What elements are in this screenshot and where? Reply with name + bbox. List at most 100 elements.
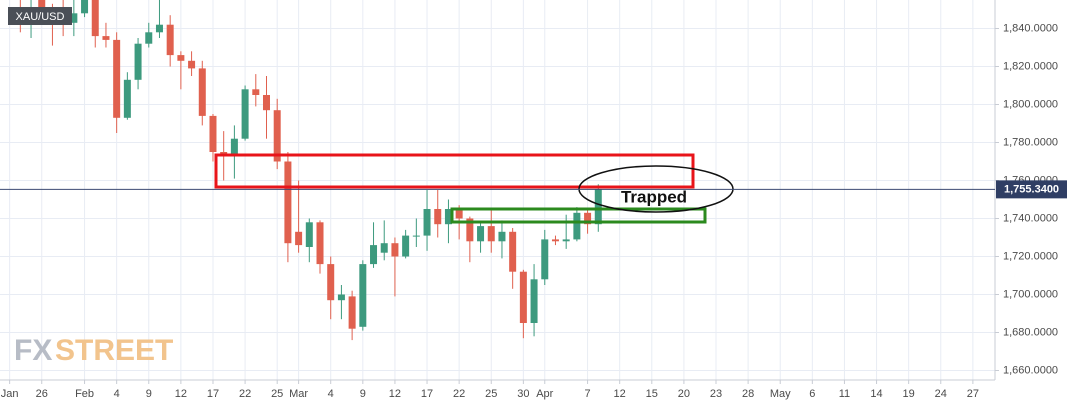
candle-body xyxy=(284,161,292,244)
candle-body xyxy=(455,209,463,219)
candle-body xyxy=(509,231,517,272)
x-tick-label: 17 xyxy=(207,388,219,400)
x-tick-label: 25 xyxy=(271,388,283,400)
y-tick-label: 1,720.0000 xyxy=(1003,250,1058,262)
x-tick-label: 22 xyxy=(453,388,465,400)
candle-body xyxy=(220,152,228,154)
candle-body xyxy=(316,222,324,265)
candles xyxy=(19,0,602,341)
candle-body xyxy=(230,138,238,154)
x-tick-label: 12 xyxy=(175,388,187,400)
watermark-fx: FX xyxy=(14,334,52,367)
x-tick-label: 6 xyxy=(809,388,815,400)
x-tick-label: 4 xyxy=(328,388,334,400)
x-tick-label: 14 xyxy=(870,388,882,400)
chart-title: XAU/USD xyxy=(16,11,65,23)
x-tick-label: 30 xyxy=(517,388,529,400)
candle-body xyxy=(519,271,527,323)
x-tick-label: Feb xyxy=(75,388,94,400)
x-tick-label: 12 xyxy=(389,388,401,400)
candle-body xyxy=(412,235,420,237)
last-price-label: 1,755.3400 xyxy=(1004,183,1059,195)
y-tick-label: 1,680.0000 xyxy=(1003,326,1058,338)
candle-body xyxy=(91,0,99,37)
y-tick-label: 1,660.0000 xyxy=(1003,364,1058,376)
candle-body xyxy=(530,279,538,323)
candle-body xyxy=(177,55,185,61)
candle-body xyxy=(155,24,163,33)
x-tick-label: 26 xyxy=(36,388,48,400)
candle-body xyxy=(166,24,174,56)
y-tick-label: 1,840.0000 xyxy=(1003,22,1058,34)
x-tick-label: 17 xyxy=(421,388,433,400)
x-tick-label: 27 xyxy=(967,388,979,400)
candle-body xyxy=(123,79,131,118)
y-tick-label: 1,700.0000 xyxy=(1003,288,1058,300)
candle-body xyxy=(370,245,378,265)
candle-body xyxy=(498,231,506,242)
candle-body xyxy=(487,226,495,242)
candle-body xyxy=(434,209,442,225)
candle-body xyxy=(134,43,142,80)
x-tick-label: 9 xyxy=(146,388,152,400)
annotation-text: Trapped xyxy=(621,187,687,206)
candle-body xyxy=(70,13,78,23)
candle-body xyxy=(81,0,89,14)
candle-body xyxy=(145,32,153,44)
candle-body xyxy=(102,36,110,40)
candle-body xyxy=(241,89,249,139)
x-tick-label: 4 xyxy=(114,388,120,400)
x-tick-label: 12 xyxy=(614,388,626,400)
candle-body xyxy=(562,239,570,242)
x-tick-label: 19 xyxy=(903,388,915,400)
title-box xyxy=(8,7,72,25)
y-tick-label: 1,780.0000 xyxy=(1003,136,1058,148)
x-tick-label: 22 xyxy=(239,388,251,400)
x-tick-label: Apr xyxy=(536,388,553,400)
candle-body xyxy=(573,212,581,240)
candle-body xyxy=(594,189,602,225)
candle-body xyxy=(38,0,46,10)
x-tick-label: May xyxy=(770,388,791,400)
x-tick-label: 7 xyxy=(585,388,591,400)
candle-body xyxy=(477,226,485,242)
candle-body xyxy=(337,294,345,301)
x-tick-label: 11 xyxy=(839,388,850,400)
x-tick-label: 28 xyxy=(742,388,754,400)
x-tick-label: 23 xyxy=(710,388,722,400)
candle-body xyxy=(295,231,303,246)
candle-body xyxy=(262,95,270,111)
last-price-box xyxy=(996,180,1067,199)
x-tick-label: Jan xyxy=(1,388,19,400)
candle-body xyxy=(209,115,217,152)
y-tick-label: 1,820.0000 xyxy=(1003,60,1058,72)
candle-body xyxy=(551,239,559,242)
candle-body xyxy=(327,264,335,301)
candle-body xyxy=(402,235,410,257)
x-tick-label: 15 xyxy=(646,388,658,400)
x-tick-label: Mar xyxy=(289,388,308,400)
grid xyxy=(0,0,995,380)
candle-body xyxy=(348,296,356,329)
candle-body xyxy=(305,222,313,247)
x-tick-label: 24 xyxy=(935,388,947,400)
candle-body xyxy=(444,209,452,225)
y-tick-label: 1,740.0000 xyxy=(1003,212,1058,224)
resistance-box xyxy=(214,153,695,189)
x-tick-label: 25 xyxy=(485,388,497,400)
x-tick-label: 9 xyxy=(360,388,366,400)
candle-body xyxy=(188,60,196,69)
candle-body xyxy=(584,212,592,225)
x-tick-label: 20 xyxy=(678,388,690,400)
candle-body xyxy=(380,243,388,253)
candle-body xyxy=(541,239,549,280)
candle-body xyxy=(391,243,399,257)
candle-body xyxy=(113,39,121,118)
watermark-street: STREET xyxy=(55,334,173,367)
candle-body xyxy=(423,209,431,236)
candle-body xyxy=(359,264,367,327)
candle-body xyxy=(252,89,260,95)
